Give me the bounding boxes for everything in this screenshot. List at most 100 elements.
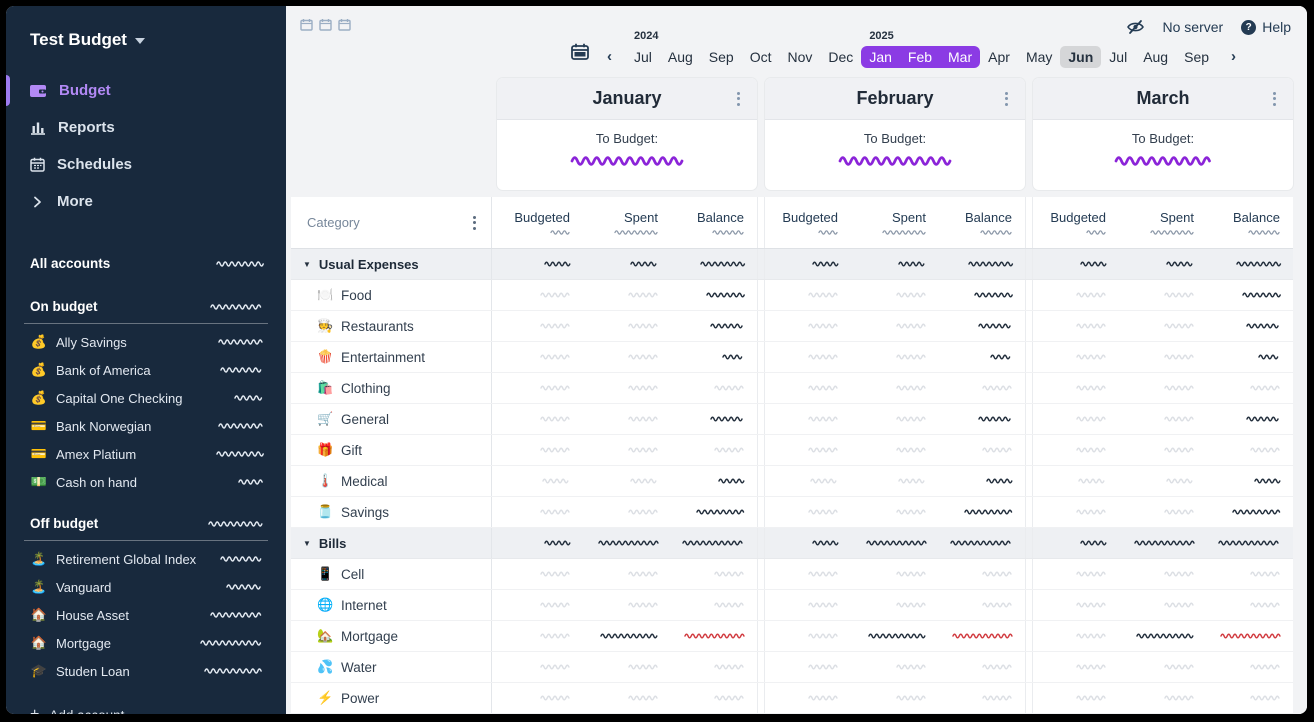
spent-cell-medical[interactable] <box>851 466 939 496</box>
balance-cell-cell[interactable] <box>939 559 1025 589</box>
spent-cell-gift[interactable] <box>851 435 939 465</box>
balance-cell-entertainment[interactable] <box>1207 342 1293 372</box>
budgeted-cell-mortgage[interactable] <box>765 621 851 651</box>
budgeted-cell-entertainment[interactable] <box>497 342 583 372</box>
budgeted-cell-usual-expenses[interactable] <box>497 249 583 279</box>
month-pill-may[interactable]: May <box>1025 49 1053 65</box>
spent-cell-restaurants[interactable] <box>1119 311 1207 341</box>
balance-cell-food[interactable] <box>939 280 1025 310</box>
month-pill-jul[interactable]: Jul <box>633 49 652 65</box>
balance-cell-savings[interactable] <box>671 497 757 527</box>
category-name-general[interactable]: 🛒 General <box>291 404 491 434</box>
account-row-studen-loan[interactable]: 🎓 Studen Loan <box>24 657 268 685</box>
spent-cell-power[interactable] <box>1119 683 1207 713</box>
budgeted-cell-usual-expenses[interactable] <box>765 249 851 279</box>
spent-cell-bills[interactable] <box>1119 528 1207 558</box>
category-name-internet[interactable]: 🌐 Internet <box>291 590 491 620</box>
account-row-cash-on-hand[interactable]: 💵 Cash on hand <box>24 468 268 496</box>
budgeted-cell-restaurants[interactable] <box>497 311 583 341</box>
group-toggle-bills[interactable]: ▼ Bills <box>291 528 491 558</box>
spent-cell-clothing[interactable] <box>583 373 671 403</box>
budgeted-cell-general[interactable] <box>497 404 583 434</box>
budgeted-cell-internet[interactable] <box>1033 590 1119 620</box>
spent-cell-bills[interactable] <box>851 528 939 558</box>
to-budget-amount[interactable] <box>838 155 952 167</box>
category-name-water[interactable]: 💦 Water <box>291 652 491 682</box>
spent-cell-restaurants[interactable] <box>583 311 671 341</box>
category-name-entertainment[interactable]: 🍿 Entertainment <box>291 342 491 372</box>
balance-cell-restaurants[interactable] <box>939 311 1025 341</box>
balance-cell-food[interactable] <box>671 280 757 310</box>
month-pill-apr[interactable]: Apr <box>988 49 1010 65</box>
balance-cell-savings[interactable] <box>1207 497 1293 527</box>
category-name-savings[interactable]: 🫙 Savings <box>291 497 491 527</box>
spent-cell-bills[interactable] <box>583 528 671 558</box>
account-row-bank-norwegian[interactable]: 💳 Bank Norwegian <box>24 412 268 440</box>
spent-cell-mortgage[interactable] <box>1119 621 1207 651</box>
account-row-ally-savings[interactable]: 💰 Ally Savings <box>24 328 268 356</box>
balance-cell-clothing[interactable] <box>671 373 757 403</box>
spent-cell-restaurants[interactable] <box>851 311 939 341</box>
spent-cell-power[interactable] <box>851 683 939 713</box>
spent-cell-food[interactable] <box>1119 280 1207 310</box>
spent-cell-gift[interactable] <box>583 435 671 465</box>
balance-cell-clothing[interactable] <box>939 373 1025 403</box>
spent-cell-internet[interactable] <box>1119 590 1207 620</box>
budgeted-cell-general[interactable] <box>765 404 851 434</box>
month-menu-dots-icon[interactable] <box>1270 89 1279 109</box>
spent-cell-cell[interactable] <box>1119 559 1207 589</box>
spent-cell-general[interactable] <box>851 404 939 434</box>
budgeted-cell-food[interactable] <box>1033 280 1119 310</box>
category-name-power[interactable]: ⚡ Power <box>291 683 491 713</box>
budgeted-cell-mortgage[interactable] <box>497 621 583 651</box>
privacy-toggle[interactable] <box>1126 19 1145 35</box>
sidebar-item-budget[interactable]: Budget <box>6 72 268 109</box>
spent-cell-food[interactable] <box>851 280 939 310</box>
month-picker-calendar-button[interactable] <box>571 43 589 65</box>
category-name-mortgage[interactable]: 🏡 Mortgage <box>291 621 491 651</box>
balance-cell-mortgage[interactable] <box>1207 621 1293 651</box>
balance-cell-food[interactable] <box>1207 280 1293 310</box>
budgeted-cell-food[interactable] <box>497 280 583 310</box>
budgeted-cell-medical[interactable] <box>497 466 583 496</box>
month-menu-dots-icon[interactable] <box>734 89 743 109</box>
budgeted-cell-bills[interactable] <box>497 528 583 558</box>
balance-cell-medical[interactable] <box>1207 466 1293 496</box>
spent-cell-savings[interactable] <box>583 497 671 527</box>
account-row-vanguard[interactable]: 🏝️ Vanguard <box>24 573 268 601</box>
previous-month-button[interactable]: ‹ <box>606 48 612 65</box>
budgeted-cell-usual-expenses[interactable] <box>1033 249 1119 279</box>
account-row-mortgage[interactable]: 🏠 Mortgage <box>24 629 268 657</box>
balance-cell-general[interactable] <box>1207 404 1293 434</box>
month-pill-feb[interactable]: Feb <box>899 46 941 68</box>
balance-cell-power[interactable] <box>1207 683 1293 713</box>
column-header-spent[interactable]: Spent <box>851 197 939 248</box>
balance-cell-usual-expenses[interactable] <box>671 249 757 279</box>
column-header-spent[interactable]: Spent <box>583 197 671 248</box>
budgeted-cell-power[interactable] <box>765 683 851 713</box>
balance-cell-internet[interactable] <box>1207 590 1293 620</box>
account-row-retirement-global-index[interactable]: 🏝️ Retirement Global Index <box>24 545 268 573</box>
spent-cell-power[interactable] <box>583 683 671 713</box>
budgeted-cell-clothing[interactable] <box>497 373 583 403</box>
month-pill-nov[interactable]: Nov <box>787 49 813 65</box>
spent-cell-savings[interactable] <box>851 497 939 527</box>
budgeted-cell-entertainment[interactable] <box>1033 342 1119 372</box>
month-pill-oct[interactable]: Oct <box>749 49 772 65</box>
all-accounts-row[interactable]: All accounts <box>24 250 268 277</box>
balance-cell-usual-expenses[interactable] <box>939 249 1025 279</box>
balance-cell-water[interactable] <box>939 652 1025 682</box>
month-pill-jan[interactable]: Jan <box>861 46 900 68</box>
spent-cell-mortgage[interactable] <box>851 621 939 651</box>
spent-cell-clothing[interactable] <box>851 373 939 403</box>
category-name-restaurants[interactable]: 🧑‍🍳 Restaurants <box>291 311 491 341</box>
budgeted-cell-water[interactable] <box>497 652 583 682</box>
column-header-budgeted[interactable]: Budgeted <box>765 197 851 248</box>
balance-cell-usual-expenses[interactable] <box>1207 249 1293 279</box>
month-pill-jul[interactable]: Jul <box>1109 49 1128 65</box>
spent-cell-medical[interactable] <box>1119 466 1207 496</box>
column-header-spent[interactable]: Spent <box>1119 197 1207 248</box>
spent-cell-internet[interactable] <box>851 590 939 620</box>
spent-cell-savings[interactable] <box>1119 497 1207 527</box>
budgeted-cell-restaurants[interactable] <box>765 311 851 341</box>
